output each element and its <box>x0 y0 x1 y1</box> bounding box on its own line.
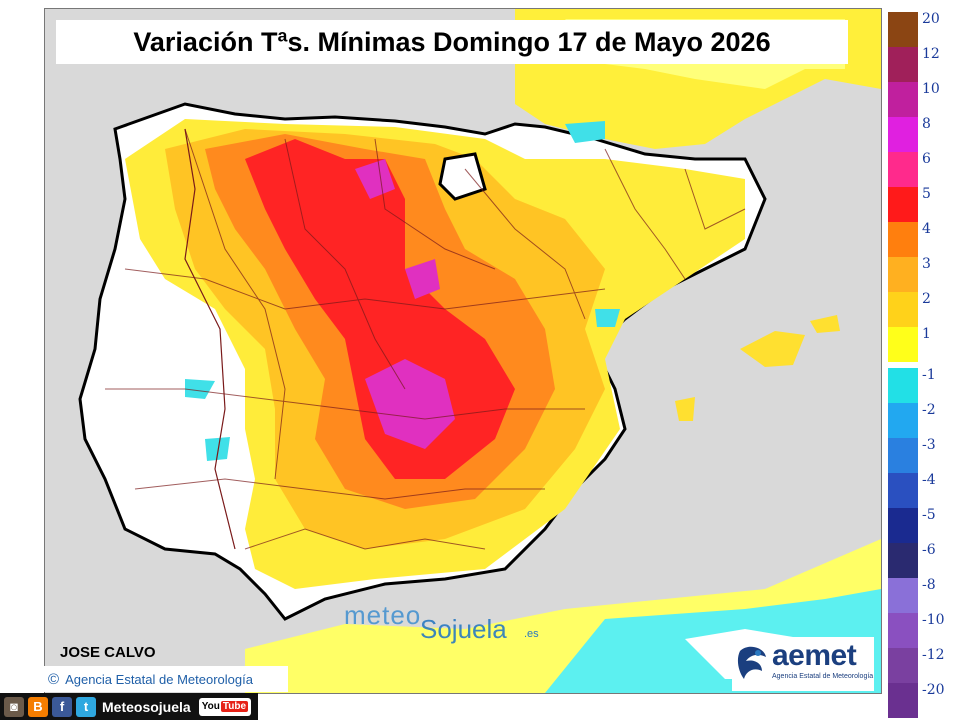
legend-label: -1 <box>922 367 936 383</box>
legend-label: 2 <box>922 291 931 307</box>
youtube-icon[interactable]: You Tube <box>198 697 252 716</box>
watermark-prefix: meteo <box>344 600 422 630</box>
legend-label: 12 <box>922 46 940 62</box>
legend-label: -8 <box>922 577 936 593</box>
legend-swatch <box>888 327 918 362</box>
legend-label: 10 <box>922 81 940 97</box>
map-title-box: Variación Tªs. Mínimas Domingo 17 de May… <box>56 20 848 64</box>
blogger-icon[interactable]: B <box>28 696 48 717</box>
legend-swatch <box>888 403 918 438</box>
balearic-islands <box>740 331 805 367</box>
la-rioja-outline <box>438 152 487 201</box>
aemet-emblem-icon <box>737 646 766 679</box>
legend-label: -4 <box>922 472 936 488</box>
twitter-icon[interactable]: t <box>76 696 96 717</box>
legend-swatch <box>888 292 918 327</box>
copyright-text: Agencia Estatal de Meteorología <box>65 671 253 687</box>
legend-label: 8 <box>922 116 931 132</box>
legend-swatch <box>888 683 918 718</box>
map-area <box>44 8 882 694</box>
legend-swatch <box>888 117 918 152</box>
aemet-logo: aemet Agencia Estatal de Meteorología <box>732 637 874 691</box>
legend-swatch <box>888 152 918 187</box>
legend-label: -5 <box>922 507 936 523</box>
youtube-tube: Tube <box>220 701 249 712</box>
legend-swatch <box>888 543 918 578</box>
legend-label: 6 <box>922 151 931 167</box>
legend-label: -20 <box>922 682 945 698</box>
aemet-logo-name: aemet <box>772 639 857 672</box>
legend-label: -12 <box>922 647 945 663</box>
author-credit: JOSE CALVO <box>60 644 156 661</box>
legend-swatch <box>888 257 918 292</box>
legend-label: 3 <box>922 256 931 272</box>
copyright-notice: © Agencia Estatal de Meteorología <box>44 666 288 692</box>
legend-swatch <box>888 648 918 683</box>
legend-swatch <box>888 12 918 47</box>
legend-swatch <box>888 473 918 508</box>
instagram-icon[interactable]: ◙ <box>4 696 24 717</box>
legend-label: 4 <box>922 221 931 237</box>
legend-swatch <box>888 368 918 403</box>
legend-label: -3 <box>922 437 936 453</box>
legend-swatch <box>888 47 918 82</box>
youtube-you: You <box>201 701 220 712</box>
copyright-icon: © <box>48 670 60 688</box>
legend-label: -2 <box>922 402 936 418</box>
social-handle[interactable]: Meteosojuela <box>102 698 191 715</box>
legend-label: -6 <box>922 542 936 558</box>
legend-swatch <box>888 222 918 257</box>
color-legend: 20 12 10 8 6 5 4 3 2 1 -1 -2 -3 -4 -5 -6 -8 -10 -12 -20 <box>884 8 958 718</box>
legend-swatch <box>888 438 918 473</box>
legend-swatch <box>888 187 918 222</box>
legend-swatch <box>888 613 918 648</box>
watermark-brand: Sojuela <box>420 614 507 644</box>
meteosojuela-watermark: meteo Sojuela .es <box>344 600 564 650</box>
social-bar: ◙ B f t Meteosojuela You Tube <box>0 693 258 720</box>
temperature-variation-map <box>45 9 881 693</box>
legend-swatch <box>888 82 918 117</box>
watermark-tld: .es <box>524 628 539 640</box>
legend-label: 5 <box>922 186 931 202</box>
legend-label: 1 <box>922 326 931 342</box>
legend-label: 20 <box>922 11 940 27</box>
legend-swatch <box>888 578 918 613</box>
facebook-icon[interactable]: f <box>52 696 72 717</box>
map-title: Variación Tªs. Mínimas Domingo 17 de May… <box>133 26 771 57</box>
legend-swatch <box>888 508 918 543</box>
aemet-logo-subtitle: Agencia Estatal de Meteorología <box>772 673 874 680</box>
legend-label: -10 <box>922 612 945 628</box>
